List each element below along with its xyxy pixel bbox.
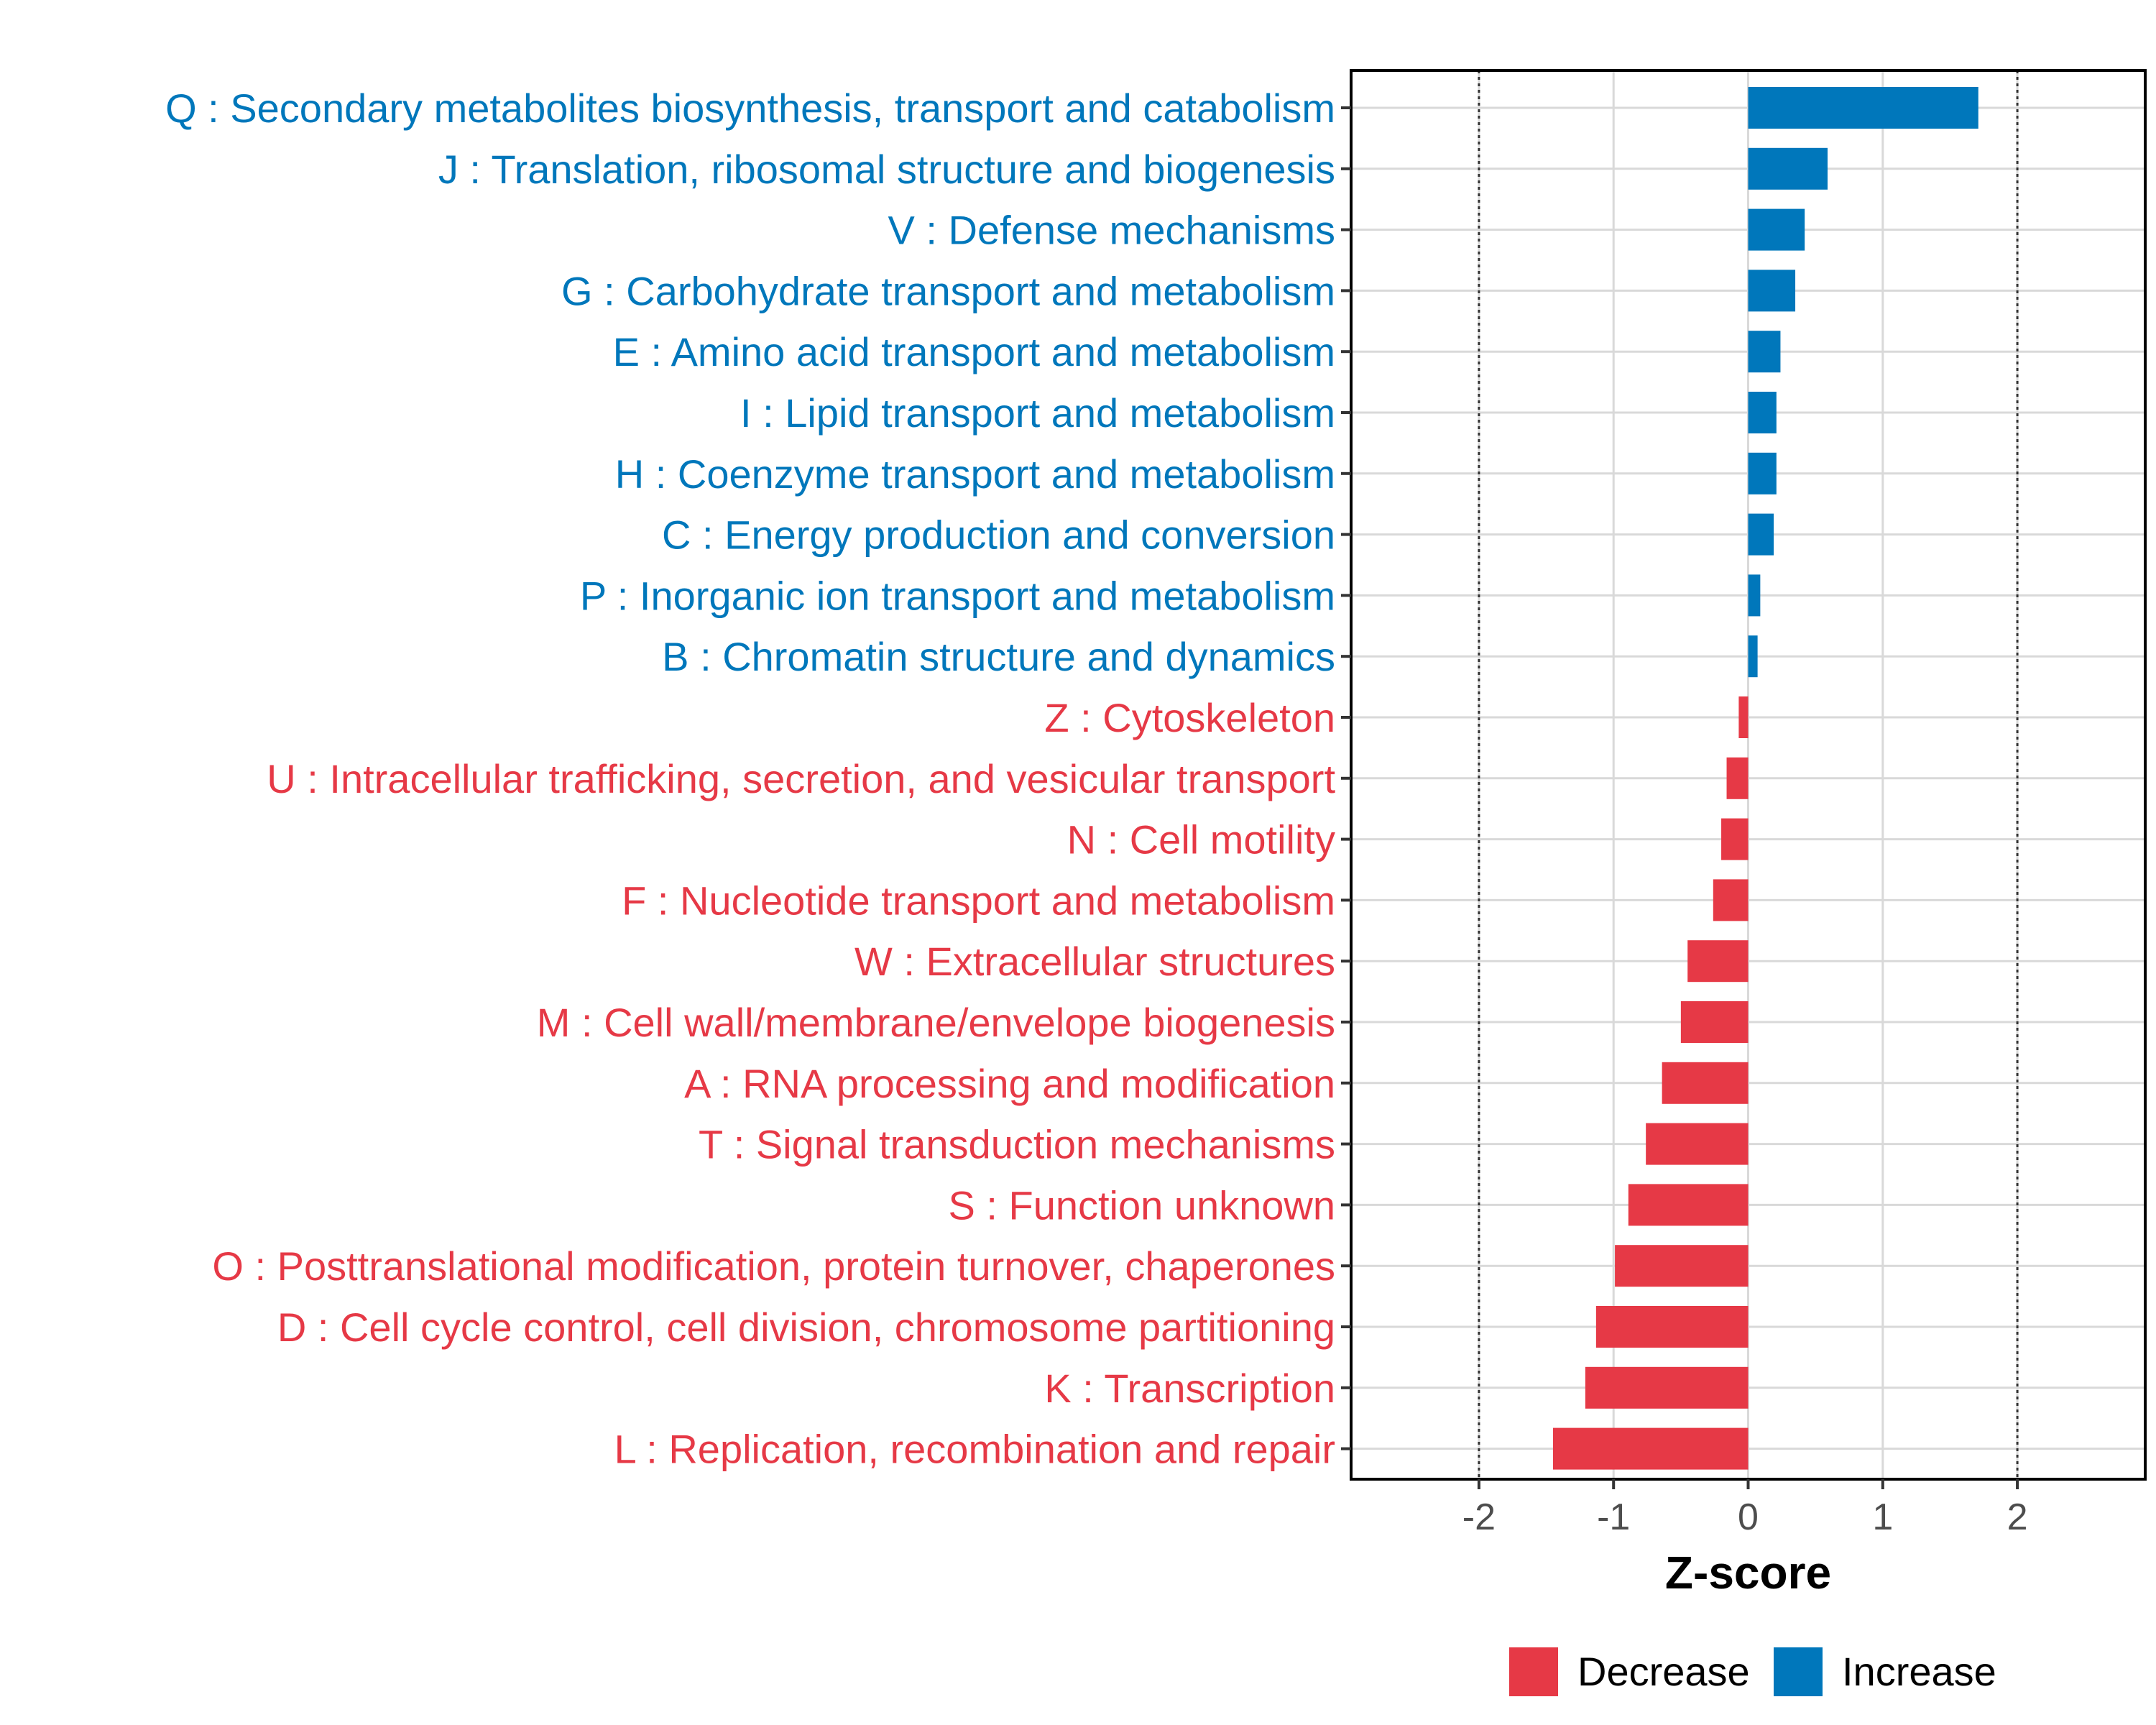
x-axis-title: Z-score xyxy=(1665,1547,1831,1598)
category-label: E : Amino acid transport and metabolism xyxy=(613,329,1335,374)
category-label: V : Defense mechanisms xyxy=(888,208,1335,253)
bar xyxy=(1713,879,1749,921)
category-label: Q : Secondary metabolites biosynthesis, … xyxy=(165,86,1335,131)
x-tick-label: -2 xyxy=(1462,1496,1496,1538)
bar xyxy=(1628,1184,1749,1226)
bar xyxy=(1748,574,1761,617)
bar xyxy=(1662,1062,1749,1104)
legend-label-increase: Increase xyxy=(1842,1649,1996,1694)
x-tick-label: 0 xyxy=(1738,1496,1759,1538)
category-label: J : Translation, ribosomal structure and… xyxy=(438,147,1335,192)
bar xyxy=(1687,940,1749,983)
bar xyxy=(1595,1306,1749,1348)
bar xyxy=(1748,331,1781,373)
y-axis-labels: Q : Secondary metabolites biosynthesis, … xyxy=(165,86,1335,1472)
x-tick-label: 1 xyxy=(1872,1496,1893,1538)
bar xyxy=(1748,270,1796,312)
legend-swatch-increase xyxy=(1774,1647,1823,1696)
category-label: O : Posttranslational modification, prot… xyxy=(212,1243,1335,1289)
category-label: I : Lipid transport and metabolism xyxy=(740,390,1335,436)
x-axis-tick-labels: -2 -1 0 1 2 xyxy=(1462,1496,2028,1538)
bar xyxy=(1552,1427,1749,1470)
category-label: W : Extracellular structures xyxy=(854,939,1335,984)
category-label: S : Function unknown xyxy=(948,1182,1335,1228)
bar xyxy=(1615,1245,1749,1287)
bar xyxy=(1721,818,1749,860)
category-label: T : Signal transduction mechanisms xyxy=(699,1122,1335,1167)
bar xyxy=(1726,757,1749,799)
bar xyxy=(1646,1123,1749,1165)
category-label: A : RNA processing and modification xyxy=(684,1061,1335,1106)
bar xyxy=(1748,635,1758,678)
bars xyxy=(1552,87,1978,1470)
bar xyxy=(1748,452,1777,494)
bar xyxy=(1748,392,1777,433)
category-label: M : Cell wall/membrane/envelope biogenes… xyxy=(537,1000,1335,1045)
x-axis-ticks xyxy=(1477,1479,2019,1489)
bar xyxy=(1748,513,1774,556)
category-label: F : Nucleotide transport and metabolism xyxy=(622,878,1335,923)
category-label: P : Inorganic ion transport and metaboli… xyxy=(580,573,1335,618)
legend-label-decrease: Decrease xyxy=(1577,1649,1750,1694)
bar xyxy=(1680,1001,1749,1043)
category-label: K : Transcription xyxy=(1044,1366,1335,1411)
bar xyxy=(1748,147,1828,190)
category-label: Z : Cytoskeleton xyxy=(1044,695,1335,740)
bar xyxy=(1748,208,1805,251)
category-label: B : Chromatin structure and dynamics xyxy=(662,634,1335,679)
category-label: L : Replication, recombination and repai… xyxy=(614,1427,1335,1472)
category-label: H : Coenzyme transport and metabolism xyxy=(615,451,1335,497)
legend-swatch-decrease xyxy=(1509,1647,1558,1696)
bar xyxy=(1738,696,1749,738)
reference-lines xyxy=(1478,70,2019,1479)
y-axis-ticks xyxy=(1341,106,1351,1450)
bar xyxy=(1585,1366,1749,1409)
legend: Decrease Increase xyxy=(1509,1647,1996,1696)
category-label: N : Cell motility xyxy=(1067,817,1335,862)
category-label: D : Cell cycle control, cell division, c… xyxy=(277,1305,1335,1350)
category-label: U : Intracellular trafficking, secretion… xyxy=(267,756,1335,801)
category-label: C : Energy production and conversion xyxy=(662,512,1335,558)
category-label: G : Carbohydrate transport and metabolis… xyxy=(561,268,1335,313)
x-tick-label: 2 xyxy=(2007,1496,2028,1538)
bar xyxy=(1748,87,1978,129)
x-tick-label: -1 xyxy=(1597,1496,1630,1538)
